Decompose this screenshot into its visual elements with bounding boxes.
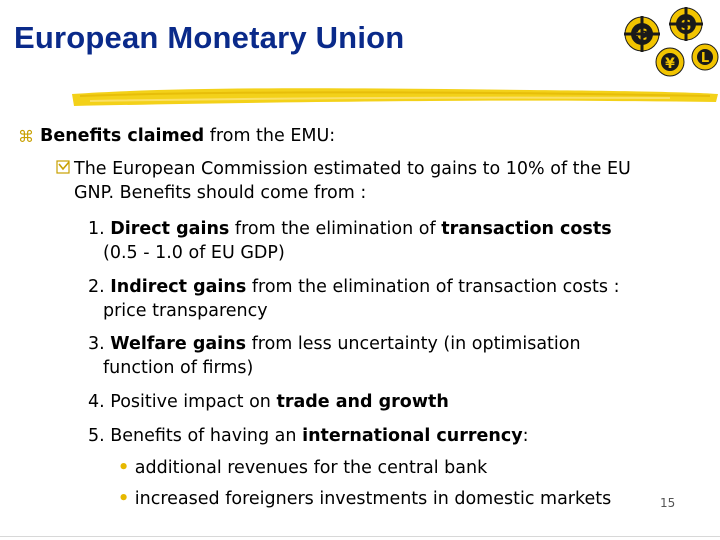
level2-line-2: GNP. Benefits should come from :	[74, 183, 367, 203]
page-number: 15	[660, 496, 676, 510]
list-item-5: 5. Benefits of having an international c…	[88, 426, 529, 446]
list-item-4: 4. Positive impact on trade and growth	[88, 392, 449, 412]
list-item-3: 3. Welfare gains from less uncertainty (…	[88, 334, 581, 354]
list-item-3-cont: function of firms)	[103, 358, 254, 378]
sub-bullet-1: • additional revenues for the central ba…	[118, 458, 488, 478]
svg-text:¥: ¥	[665, 56, 675, 72]
currency-gears-icon: € $ ¥ L	[624, 7, 719, 77]
level2-line-1: The European Commission estimated to gai…	[74, 159, 631, 179]
svg-text:L: L	[701, 51, 709, 66]
sub-bullet-2: • increased foreigners investments in do…	[118, 489, 612, 509]
title-underline-stroke	[72, 88, 718, 106]
list-item-1: 1. Direct gains from the elimination of …	[88, 219, 612, 239]
list-item-1-cont: (0.5 - 1.0 of EU GDP)	[103, 243, 285, 263]
bottom-divider	[0, 536, 720, 537]
slide-title: European Monetary Union	[14, 20, 405, 55]
bullet-dot-icon: •	[118, 489, 130, 509]
list-item-2-cont: price transparency	[103, 301, 268, 321]
level1-line: Benefits claimed from the EMU:	[40, 126, 336, 146]
place-of-interest-bullet-icon: ⌘	[18, 127, 34, 146]
bullet-dot-icon: •	[118, 458, 130, 478]
ballot-box-bullet-icon	[56, 159, 72, 179]
list-item-2: 2. Indirect gains from the elimination o…	[88, 277, 620, 297]
